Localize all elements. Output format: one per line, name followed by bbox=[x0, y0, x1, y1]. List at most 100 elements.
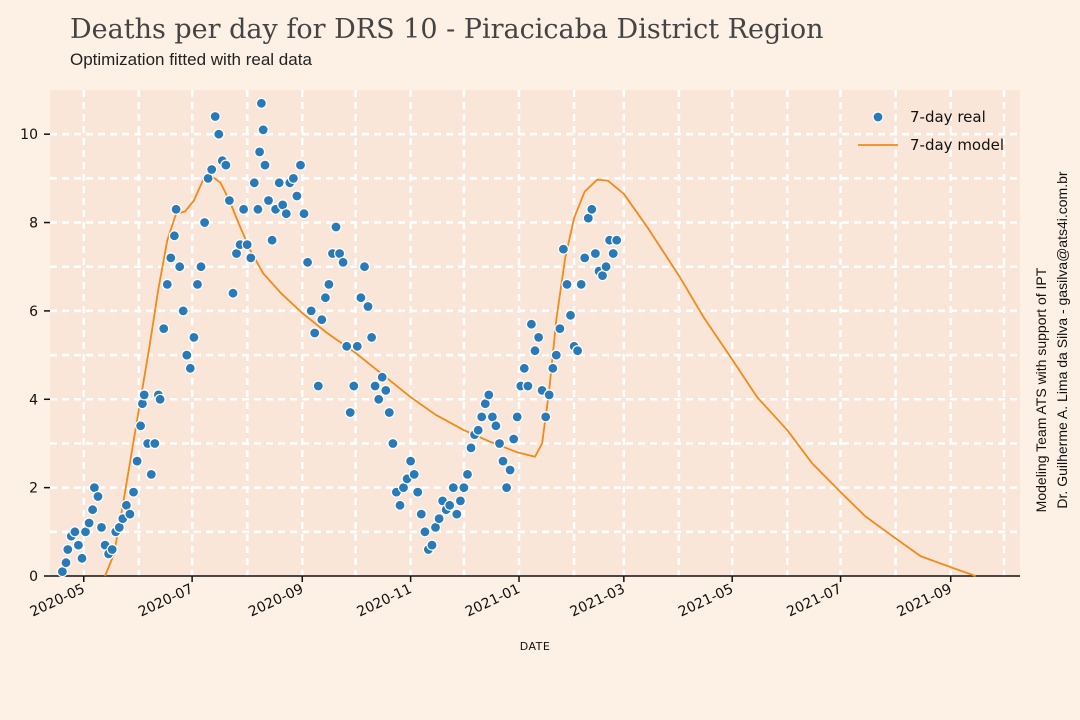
credit-line-2: Dr. Guilherme A. Lima da Silva - gasilva… bbox=[1054, 171, 1070, 508]
real-data-point bbox=[245, 252, 257, 264]
real-data-point bbox=[124, 508, 136, 520]
real-data-point bbox=[405, 455, 417, 467]
real-data-point bbox=[376, 371, 388, 383]
real-data-point bbox=[131, 455, 143, 467]
real-data-point bbox=[571, 345, 584, 357]
real-data-point bbox=[223, 194, 235, 207]
real-data-point bbox=[92, 490, 104, 503]
real-data-point bbox=[298, 208, 310, 220]
real-data-point bbox=[525, 318, 538, 330]
real-data-point bbox=[309, 327, 321, 339]
real-data-point bbox=[550, 349, 562, 361]
x-tick-label: 2020-09 bbox=[246, 581, 306, 620]
real-data-point bbox=[532, 331, 545, 343]
real-data-point bbox=[493, 437, 506, 450]
x-tick-label: 2021-01 bbox=[463, 581, 523, 620]
real-data-point bbox=[302, 256, 314, 268]
real-data-point bbox=[62, 543, 74, 556]
real-data-point bbox=[191, 278, 204, 290]
real-data-point bbox=[158, 323, 170, 335]
chart-title: Deaths per day for DRS 10 - Piracicaba D… bbox=[70, 14, 824, 45]
real-data-point bbox=[213, 128, 225, 140]
real-data-point bbox=[287, 172, 299, 184]
real-data-point bbox=[127, 486, 140, 498]
x-tick-label: 2021-09 bbox=[895, 581, 955, 620]
real-data-point bbox=[83, 517, 95, 529]
x-tick-label: 2020-05 bbox=[28, 581, 88, 620]
real-data-point bbox=[305, 305, 317, 317]
real-data-point bbox=[241, 239, 253, 251]
real-data-point bbox=[369, 380, 381, 392]
real-data-point bbox=[280, 208, 292, 220]
real-data-point bbox=[543, 389, 555, 401]
real-data-point bbox=[373, 393, 385, 405]
real-data-point bbox=[316, 314, 328, 326]
real-data-point bbox=[540, 411, 552, 423]
real-data-point bbox=[195, 261, 207, 273]
real-data-point bbox=[472, 424, 484, 436]
real-data-point bbox=[415, 508, 427, 520]
real-data-point bbox=[579, 252, 591, 264]
real-data-point bbox=[86, 504, 99, 516]
real-data-point bbox=[426, 539, 438, 551]
real-data-point bbox=[351, 340, 363, 352]
real-data-point bbox=[408, 468, 420, 480]
x-tick-label: 2020-07 bbox=[136, 581, 196, 620]
real-data-point bbox=[387, 437, 399, 450]
real-data-point bbox=[255, 97, 267, 109]
real-data-point bbox=[254, 146, 266, 158]
real-data-point bbox=[529, 345, 541, 357]
real-data-point bbox=[394, 499, 406, 511]
y-tick-label: 0 bbox=[29, 569, 38, 585]
real-data-point bbox=[366, 331, 378, 343]
real-data-point bbox=[72, 539, 85, 551]
legend-label-real: 7-day real bbox=[910, 108, 986, 126]
real-data-point bbox=[199, 216, 211, 229]
real-data-point bbox=[220, 159, 232, 171]
real-data-point bbox=[138, 389, 150, 401]
real-data-point bbox=[522, 380, 534, 392]
real-data-point bbox=[60, 557, 72, 569]
legend-label-model: 7-day model bbox=[910, 136, 1004, 154]
real-data-layer bbox=[56, 97, 623, 578]
real-data-point bbox=[227, 287, 239, 299]
real-data-point bbox=[383, 406, 395, 419]
real-data-point bbox=[554, 323, 566, 335]
real-data-point bbox=[504, 464, 516, 476]
real-data-point bbox=[209, 110, 221, 123]
real-data-point bbox=[184, 362, 196, 374]
real-data-point bbox=[465, 442, 477, 454]
real-data-point bbox=[611, 234, 623, 246]
real-data-point bbox=[362, 300, 374, 313]
real-data-point bbox=[177, 305, 189, 317]
real-data-point bbox=[600, 261, 612, 273]
real-data-point bbox=[433, 512, 445, 525]
real-data-point bbox=[454, 495, 466, 507]
x-tick-label: 2021-03 bbox=[568, 581, 628, 620]
real-data-point bbox=[444, 499, 456, 511]
real-data-point bbox=[188, 331, 200, 343]
real-data-point bbox=[483, 389, 495, 401]
y-tick-label: 4 bbox=[29, 392, 38, 408]
real-data-point bbox=[501, 482, 513, 494]
real-data-point bbox=[294, 159, 307, 171]
real-data-point bbox=[206, 163, 218, 176]
real-data-point bbox=[461, 468, 474, 480]
real-data-point bbox=[447, 482, 459, 494]
real-data-point bbox=[145, 468, 157, 480]
x-tick-label: 2020-11 bbox=[355, 581, 415, 620]
real-data-point bbox=[312, 380, 324, 392]
real-data-point bbox=[149, 437, 161, 450]
real-data-point bbox=[564, 309, 577, 321]
real-data-point bbox=[248, 177, 260, 189]
real-data-point bbox=[586, 203, 598, 215]
real-data-point bbox=[476, 411, 488, 423]
x-axis-label: DATE bbox=[520, 640, 551, 653]
real-data-point bbox=[257, 124, 269, 136]
real-data-point bbox=[170, 203, 182, 215]
chart-subtitle: Optimization fitted with real data bbox=[70, 50, 312, 69]
credit-line-1: Modeling Team ATS with support of IPT bbox=[1033, 267, 1049, 512]
real-data-point bbox=[497, 455, 509, 467]
real-data-point bbox=[174, 261, 186, 273]
